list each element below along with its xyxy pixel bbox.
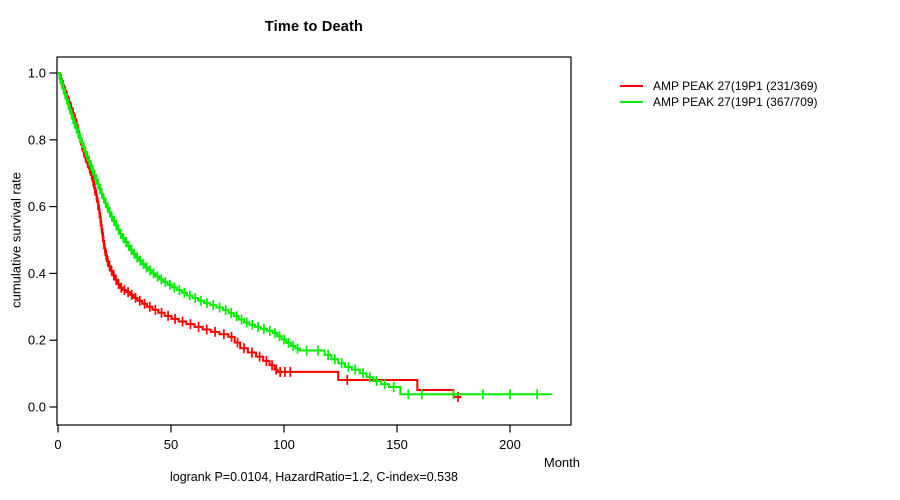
y-tick-label: 1.0 — [28, 66, 46, 81]
y-tick-label: 0.4 — [28, 266, 46, 281]
legend-label-arm2: AMP PEAK 27(19P1 (367/709) — [653, 95, 818, 109]
x-tick-label: 100 — [273, 437, 295, 452]
chart-title: Time to Death — [264, 19, 364, 35]
x-axis-label: Month — [543, 455, 580, 470]
legend-item-arm2: AMP PEAK 27(19P1 (367/709) — [620, 94, 818, 110]
plot-border — [56, 56, 572, 426]
x-tick-label: 50 — [164, 437, 178, 452]
y-tick-label: 0.2 — [28, 333, 46, 348]
x-tick-label: 0 — [54, 437, 61, 452]
legend-line-green-icon — [620, 100, 643, 104]
y-axis-label: cumulative survival rate — [8, 172, 24, 308]
y-tick-label: 0.0 — [28, 400, 46, 415]
x-tick-label: 200 — [499, 437, 521, 452]
x-tick-label: 150 — [386, 437, 408, 452]
y-tick-label: 0.6 — [28, 199, 46, 214]
survival-curve-green — [58, 72, 552, 396]
legend-item-arm1: AMP PEAK 27(19P1 (231/369) — [620, 78, 818, 94]
legend-label-arm1: AMP PEAK 27(19P1 (231/369) — [653, 79, 818, 93]
y-tick-label: 0.8 — [28, 132, 46, 147]
stats-caption: logrank P=0.0104, HazardRatio=1.2, C-ind… — [169, 470, 459, 484]
legend: AMP PEAK 27(19P1 (231/369) AMP PEAK 27(1… — [620, 78, 818, 110]
survival-curve-red — [58, 72, 462, 398]
legend-line-red-icon — [620, 84, 643, 88]
